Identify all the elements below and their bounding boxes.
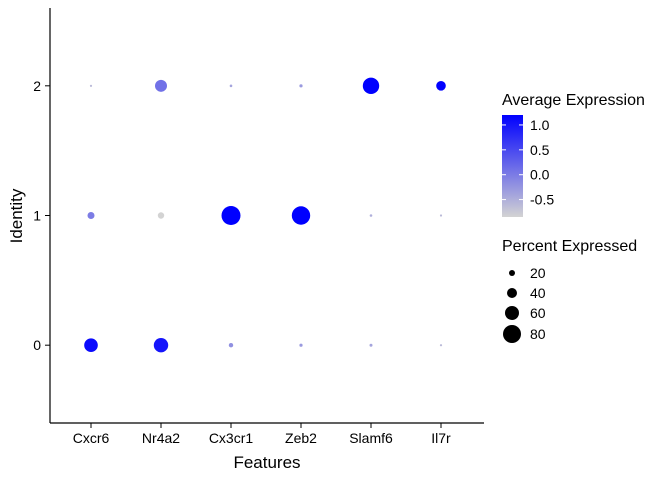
- x-tick-label: Il7r: [431, 430, 451, 446]
- data-point: [228, 342, 234, 348]
- data-point: [369, 343, 373, 347]
- data-point: [153, 337, 169, 353]
- x-tick-label: Cxcr6: [73, 430, 110, 446]
- data-point: [299, 84, 303, 88]
- size-legend: Percent Expressed 20 40 60 80: [502, 238, 637, 343]
- data-point: [87, 212, 95, 219]
- data-point: [369, 214, 373, 217]
- data-point: [157, 212, 165, 219]
- data-point: [229, 84, 233, 88]
- data-point: [221, 206, 241, 225]
- data-point: [89, 84, 93, 87]
- color-legend-gradient: [502, 115, 523, 217]
- size-legend-dot: [507, 288, 517, 298]
- size-legend-label: 60: [530, 305, 546, 321]
- y-axis-ticks: 0 1 2: [33, 78, 50, 353]
- size-legend-label: 20: [530, 265, 546, 281]
- color-legend: Average Expression 1.0 0.5 0.0 -0.5: [502, 92, 645, 217]
- color-legend-label: -0.5: [530, 192, 554, 208]
- size-legend-dot: [505, 306, 519, 320]
- data-point: [439, 214, 443, 217]
- color-legend-label: 0.0: [530, 167, 550, 183]
- size-legend-items: 20 40 60 80: [503, 265, 546, 343]
- y-tick-label: 0: [33, 337, 41, 353]
- data-points: [84, 77, 446, 353]
- size-legend-label: 80: [530, 326, 546, 342]
- data-point: [439, 344, 443, 347]
- y-tick-label: 1: [33, 208, 41, 224]
- data-point: [299, 343, 303, 347]
- x-axis-title: Features: [233, 453, 300, 472]
- data-point: [291, 206, 311, 225]
- data-point: [436, 81, 446, 91]
- color-legend-title: Average Expression: [502, 92, 645, 109]
- y-tick-label: 2: [33, 78, 41, 94]
- size-legend-dot: [503, 325, 521, 343]
- data-point: [84, 338, 98, 352]
- x-tick-label: Zeb2: [285, 430, 317, 446]
- color-legend-ticks: 1.0 0.5 0.0 -0.5: [502, 117, 554, 208]
- y-axis-title: Identity: [7, 188, 26, 243]
- x-tick-label: Cx3cr1: [209, 430, 254, 446]
- x-tick-label: Nr4a2: [142, 430, 180, 446]
- x-tick-label: Slamf6: [349, 430, 393, 446]
- size-legend-title: Percent Expressed: [502, 238, 637, 255]
- size-legend-dot: [509, 270, 515, 276]
- data-point: [362, 77, 380, 95]
- size-legend-label: 40: [530, 285, 546, 301]
- color-legend-label: 1.0: [530, 117, 550, 133]
- color-legend-label: 0.5: [530, 142, 550, 158]
- data-point: [155, 79, 167, 92]
- x-axis-ticks: Cxcr6 Nr4a2 Cx3cr1 Zeb2 Slamf6 Il7r: [73, 423, 451, 446]
